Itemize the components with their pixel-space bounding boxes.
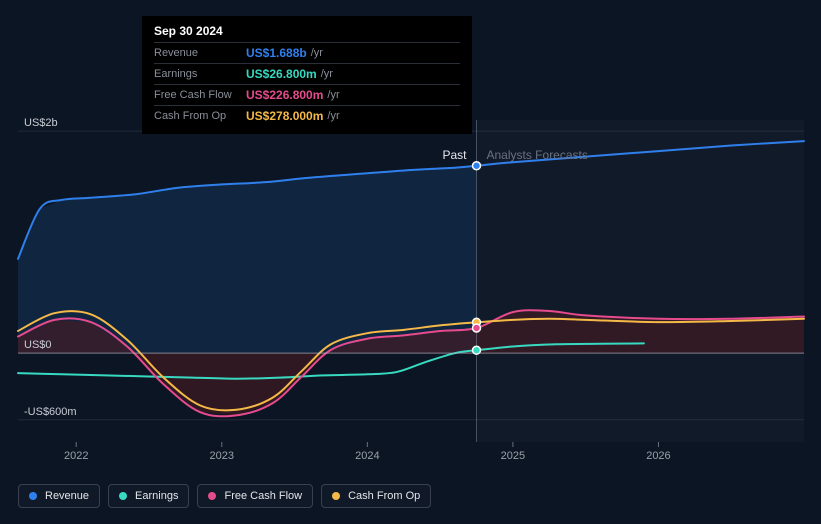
legend-label: Free Cash Flow: [224, 490, 302, 502]
tooltip-row-value: US$1.688b: [246, 46, 307, 60]
tooltip-row-label: Earnings: [154, 68, 246, 80]
tooltip-row-value: US$278.000m: [246, 109, 323, 123]
tooltip-row-label: Revenue: [154, 47, 246, 59]
tooltip-row-unit: /yr: [327, 110, 339, 122]
legend-item-earnings[interactable]: Earnings: [108, 484, 189, 508]
tooltip-row-unit: /yr: [327, 89, 339, 101]
past-label: Past: [443, 148, 467, 162]
legend-label: Revenue: [45, 490, 89, 502]
financials-chart: US$2b US$0 -US$600m 2022 2023 2024 2025 2026 P…: [0, 0, 821, 524]
legend-swatch: [332, 492, 340, 500]
y-tick-label: US$2b: [24, 117, 58, 129]
legend-item-revenue[interactable]: Revenue: [18, 484, 100, 508]
forecast-area-fill: [477, 120, 805, 442]
tooltip-row-unit: /yr: [321, 68, 333, 80]
x-tick-label: 2022: [64, 450, 88, 462]
marker-fcf: [473, 324, 481, 332]
chart-legend: Revenue Earnings Free Cash Flow Cash From O…: [18, 484, 431, 508]
y-tick-label: US$0: [24, 339, 52, 351]
tooltip-row-unit: /yr: [311, 47, 323, 59]
legend-item-fcf[interactable]: Free Cash Flow: [197, 484, 313, 508]
x-tick-label: 2023: [210, 450, 234, 462]
y-tick-label: -US$600m: [24, 406, 77, 418]
legend-label: Earnings: [135, 490, 178, 502]
x-tick-label: 2026: [646, 450, 670, 462]
forecast-label: Analysts Forecasts: [487, 148, 588, 162]
tooltip-row-value: US$26.800m: [246, 67, 317, 81]
tooltip-row: EarningsUS$26.800m/yr: [154, 63, 460, 84]
legend-label: Cash From Op: [348, 490, 420, 502]
tooltip-row: Free Cash FlowUS$226.800m/yr: [154, 84, 460, 105]
marker-earnings: [473, 346, 481, 354]
tooltip-row: RevenueUS$1.688b/yr: [154, 42, 460, 63]
legend-swatch: [208, 492, 216, 500]
tooltip-row-label: Cash From Op: [154, 110, 246, 122]
tooltip-title: Sep 30 2024: [154, 24, 460, 38]
legend-item-cfo[interactable]: Cash From Op: [321, 484, 431, 508]
x-tick-label: 2024: [355, 450, 379, 462]
marker-revenue: [473, 162, 481, 170]
tooltip-row-value: US$226.800m: [246, 88, 323, 102]
legend-swatch: [29, 492, 37, 500]
legend-swatch: [119, 492, 127, 500]
tooltip-row-label: Free Cash Flow: [154, 89, 246, 101]
chart-tooltip: Sep 30 2024 RevenueUS$1.688b/yrEarningsU…: [142, 16, 472, 134]
tooltip-row: Cash From OpUS$278.000m/yr: [154, 105, 460, 126]
x-tick-label: 2025: [501, 450, 525, 462]
